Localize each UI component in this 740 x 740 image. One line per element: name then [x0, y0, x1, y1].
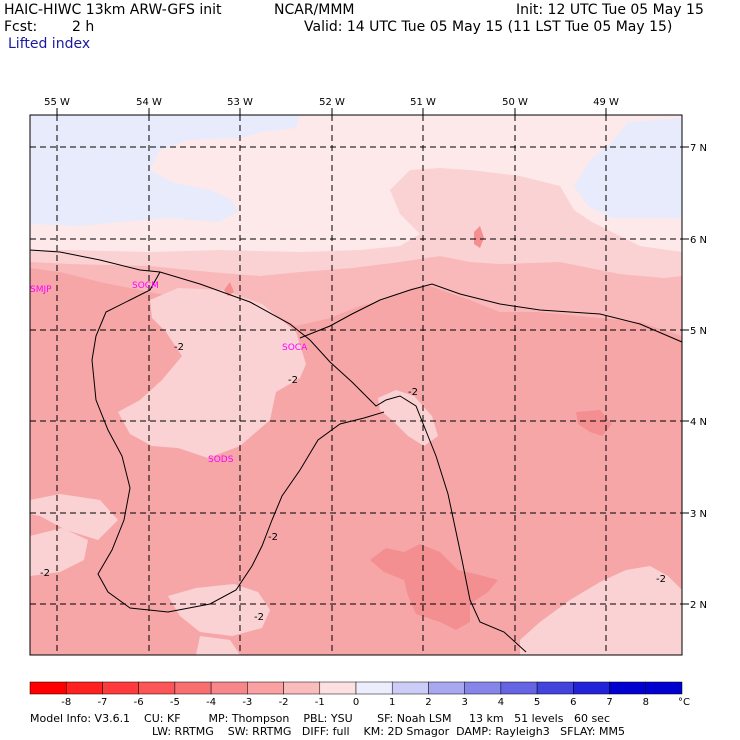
- contour-label: -2: [40, 568, 50, 579]
- station-sods: SODS: [208, 455, 234, 465]
- colorbar-swatch: [645, 681, 683, 695]
- colorbar-swatch: [29, 681, 67, 695]
- border-line: [91, 271, 385, 613]
- lon-label-51w: 51 W: [410, 97, 436, 108]
- colorbar-tick-label: 4: [498, 697, 504, 708]
- field-name: Lifted index: [8, 36, 91, 52]
- map-fill-layer: [30, 115, 682, 655]
- lat-label-5n: 5 N: [690, 326, 707, 337]
- lat-label-2n: 2 N: [690, 600, 707, 611]
- colorbar-tick-label: 8: [643, 697, 649, 708]
- contour-label: -2: [268, 532, 278, 543]
- lat-label-3n: 3 N: [690, 509, 707, 520]
- lon-label-50w: 50 W: [502, 97, 528, 108]
- station-smjp: SMJP: [30, 285, 52, 295]
- model-title: HAIC-HIWC 13km ARW-GFS init: [4, 2, 222, 18]
- colorbar-swatch: [283, 681, 321, 695]
- init-time: Init: 12 UTC Tue 05 May 15: [516, 2, 704, 18]
- lon-label-49w: 49 W: [593, 97, 619, 108]
- color-scale: -8 -7 -6 -5 -4 -3 -2 -1 0 1 2 3 4 5 6 7 8 °C: [29, 681, 690, 708]
- lon-label-53w: 53 W: [227, 97, 253, 108]
- colorbar-swatch: [573, 681, 610, 695]
- colorbar-tick-label: -3: [242, 697, 252, 708]
- colorbar-swatch: [500, 681, 538, 695]
- colorbar-tick-label: -4: [206, 697, 216, 708]
- colorbar-swatch: [536, 681, 574, 695]
- colorbar-swatch: [102, 681, 139, 695]
- ocean-contour: [299, 283, 683, 343]
- colorbar-tick-label: -2: [279, 697, 289, 708]
- fill-region: [378, 390, 438, 446]
- colorbar-tick-label: 3: [461, 697, 467, 708]
- colorbar-tick-label: 5: [534, 697, 540, 708]
- lat-lon-grid: [30, 115, 682, 655]
- coastline: [29, 249, 527, 653]
- colorbar-swatch: [609, 681, 647, 695]
- fill-region: [30, 115, 300, 226]
- organization-label: NCAR/MMM: [274, 2, 355, 18]
- colorbar-tick-label: -5: [170, 697, 180, 708]
- colorbar-tick-label: 0: [353, 697, 359, 708]
- colorbar-tick-label: -1: [315, 697, 325, 708]
- colorbar-swatch: [464, 681, 502, 695]
- colorbar-tick-label: -8: [61, 697, 71, 708]
- fill-region: [520, 566, 682, 655]
- fill-region: [30, 494, 118, 540]
- colorbar-swatch: [210, 681, 248, 695]
- boundaries: [29, 249, 683, 653]
- forecast-label: Fcst:: [4, 19, 38, 35]
- lon-label-55w: 55 W: [44, 97, 70, 108]
- fill-region: [224, 282, 234, 296]
- model-info-line2: LW: RRTMG SW: RRTMG DIFF: full KM: 2D Sm…: [152, 725, 625, 738]
- colorbar-tick-label: 1: [389, 697, 395, 708]
- contour-label: -2: [174, 342, 184, 353]
- fill-region: [196, 636, 240, 655]
- station-soca: SOCA: [282, 343, 308, 353]
- station-socm: SOCM: [132, 281, 159, 291]
- forecast-hour: 2 h: [72, 19, 95, 35]
- lat-label-7n: 7 N: [690, 143, 707, 154]
- colorbar-tick-label: 2: [425, 697, 431, 708]
- colorbar-swatch: [319, 681, 357, 695]
- colorbar-tick-label: 7: [606, 697, 612, 708]
- map-frame: [29, 114, 683, 656]
- contour-label: -2: [288, 375, 298, 386]
- contour-label: -2: [656, 574, 666, 585]
- fill-region: [30, 528, 88, 576]
- colorbar-swatch: [247, 681, 284, 695]
- colorbar-tick-label: 6: [570, 697, 576, 708]
- lat-label-6n: 6 N: [690, 235, 707, 246]
- colorbar-swatch: [391, 681, 429, 695]
- lon-label-52w: 52 W: [319, 97, 345, 108]
- model-info-line1: Model Info: V3.6.1 CU: KF MP: Thompson P…: [30, 712, 610, 725]
- lat-label-4n: 4 N: [690, 417, 707, 428]
- contour-label: -2: [408, 387, 418, 398]
- colorbar-unit: °C: [678, 697, 690, 708]
- colorbar-swatch: [65, 681, 103, 695]
- tick-marks: [56, 108, 689, 605]
- fill-region: [370, 544, 498, 630]
- fill-region: [574, 118, 682, 218]
- fill-region: [576, 410, 612, 436]
- colorbar-swatch: [138, 681, 176, 695]
- colorbar-tick-label: -6: [134, 697, 144, 708]
- fill-region: [474, 226, 484, 248]
- colorbar-swatch: [428, 681, 465, 695]
- colorbar-swatch: [355, 681, 393, 695]
- fill-region: [168, 584, 270, 636]
- colorbar-tick-label: -7: [97, 697, 107, 708]
- valid-time: Valid: 14 UTC Tue 05 May 15 (11 LST Tue …: [304, 19, 673, 35]
- colorbar-swatch: [174, 681, 212, 695]
- lon-label-54w: 54 W: [136, 97, 162, 108]
- contour-label: -2: [254, 612, 264, 623]
